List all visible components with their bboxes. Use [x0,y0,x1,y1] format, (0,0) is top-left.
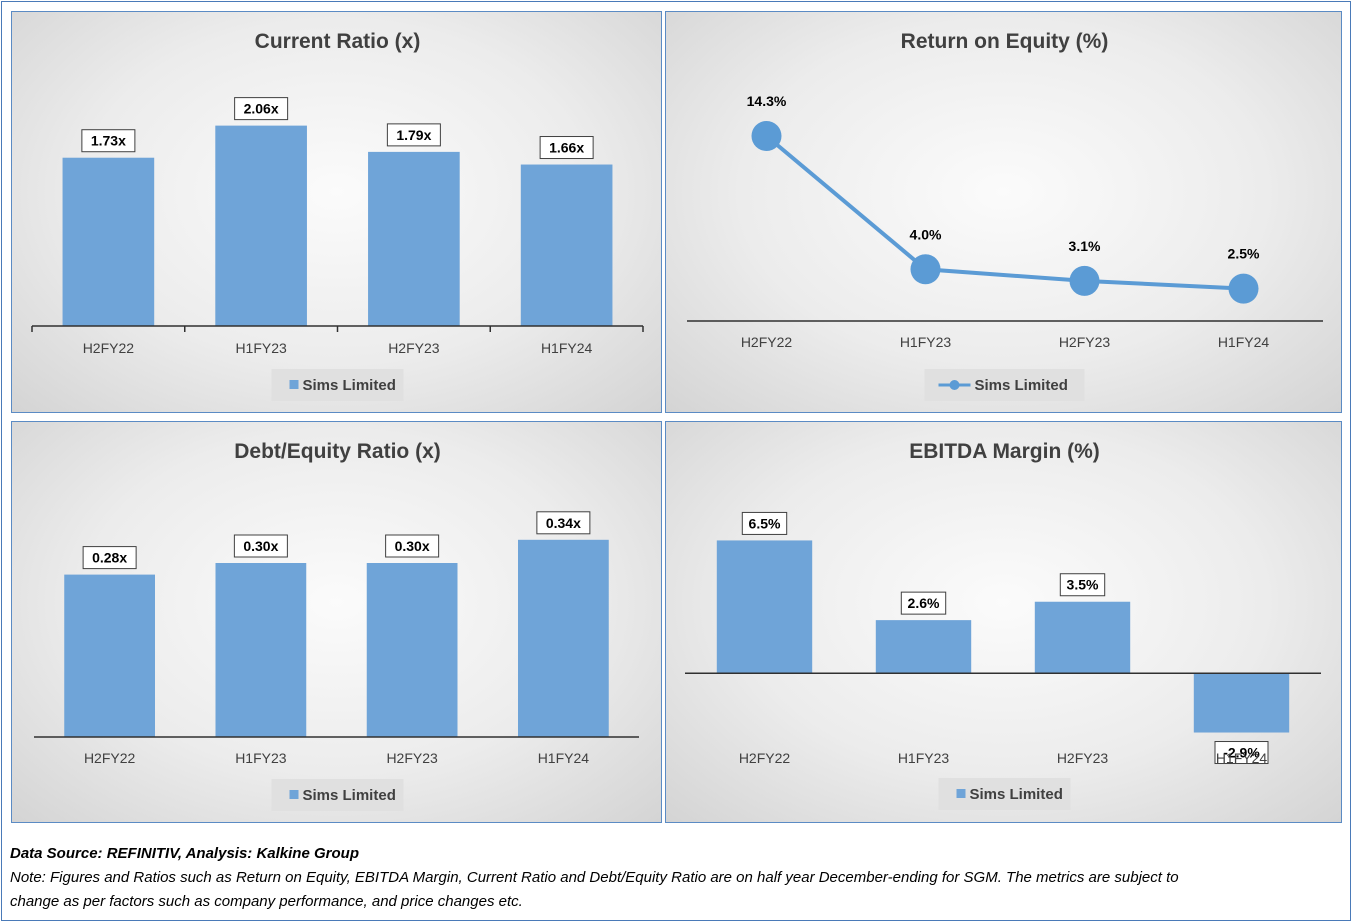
bar-h2fy23 [366,563,458,737]
series-line-sims-limited [765,134,1244,291]
data-label-h2fy23: 0.30x [395,538,430,554]
x-tick-label: H2FY22 [741,334,793,350]
data-label-h2fy22-box [81,129,136,153]
legend-label: Sims Limited [975,377,1068,394]
x-tick-label: H1FY23 [235,340,287,356]
bar-h2fy23 [1034,601,1131,674]
data-label-h2fy22: 0.28x [92,550,127,566]
data-label-h2fy22: 6.5% [749,515,781,531]
data-label-h2fy23-box [385,534,440,558]
footnote-text-1: Note: Figures and Ratios such as Return … [10,869,1179,886]
data-label-h1fy23: 0.30x [243,538,278,554]
data-label-h2fy22: 14.3% [747,93,787,109]
x-tick-label: H2FY22 [739,750,791,766]
point-h1fy23 [910,254,941,285]
x-tick-label: H2FY23 [386,750,438,766]
data-label-h2fy23: 3.5% [1067,577,1099,593]
footnote-line-1: Note: Figures and Ratios such as Return … [10,866,1179,890]
bar-h1fy24 [518,539,609,737]
data-label-h1fy23: 2.6% [908,595,940,611]
bar-h1fy24 [520,164,613,326]
x-tick-label: H1FY23 [900,334,952,350]
bar-h2fy22 [716,540,813,674]
return-on-equity-chart: Return on Equity (%) 14.3% H2FY22 4.0% H1FY2… [665,11,1342,413]
data-label-h1fy24: -2.9% [1223,745,1260,761]
data-label-h1fy23-box [233,534,288,558]
data-source: Data Source: REFINITIV, Analysis: Kalkin… [10,842,359,866]
x-tick-label: H1FY23 [898,750,950,766]
legend-label: Sims Limited [970,786,1063,803]
chart-title: Current Ratio (x) [255,30,421,53]
data-label-h2fy23: 1.79x [396,127,431,143]
x-tick-label: H1FY24 [1216,750,1268,766]
x-tick-label: H1FY24 [541,340,593,356]
legend-marker [949,380,960,390]
bar-h2fy23 [368,151,460,326]
current-ratio-chart: Current Ratio (x) 1.73x H2FY22 2.06x H1FY23 1… [11,11,662,413]
bar-h1fy23 [215,125,307,326]
data-label-h1fy24-box [539,136,594,160]
data-label-h1fy23: 2.06x [244,101,279,117]
debt-equity-svg: Debt/Equity Ratio (x) 0.28x H2FY22 0.30x H1F… [34,440,639,811]
bar-h1fy24 [1193,673,1290,733]
point-h2fy23 [1069,265,1100,296]
point-h2fy22 [751,120,782,151]
point-h1fy24 [1228,273,1259,304]
data-label-h1fy24: 1.66x [549,140,584,156]
legend-label: Sims Limited [303,787,396,804]
ebitda-margin-svg: EBITDA Margin (%) 6.5% H2FY22 2.6% H1FY23 3.5… [685,440,1321,810]
return-on-equity-svg: Return on Equity (%) 14.3% H2FY22 4.0% H1FY2… [687,30,1323,401]
data-label-h1fy23: 4.0% [910,226,942,242]
x-tick-label: H2FY22 [83,340,135,356]
data-source-text: Data Source: REFINITIV, Analysis: Kalkin… [10,845,359,862]
legend-swatch [289,790,299,799]
data-label-h2fy23: 3.1% [1069,238,1101,254]
data-label-h1fy24-box [1214,741,1269,765]
ebitda-margin-chart: EBITDA Margin (%) 6.5% H2FY22 2.6% H1FY23 3.5… [665,421,1342,823]
bar-h2fy22 [64,574,155,737]
legend-swatch [956,789,966,798]
data-label-h1fy24: 2.5% [1228,246,1260,262]
bar-h1fy23 [215,563,307,737]
x-tick-label: H1FY24 [538,750,590,766]
data-label-h2fy23-box [386,123,441,147]
data-label-h1fy24: 0.34x [546,515,581,531]
footnote-text-2: change as per factors such as company pe… [10,893,523,910]
data-label-h1fy24-box [536,511,591,535]
x-tick-label: H1FY24 [1218,334,1270,350]
bar-h2fy22 [62,157,155,326]
chart-title: Return on Equity (%) [901,30,1109,53]
data-label-h2fy22-box [82,546,137,570]
x-tick-label: H1FY23 [235,750,287,766]
x-tick-label: H2FY23 [388,340,440,356]
data-label-h2fy23-box [1059,573,1106,597]
x-tick-label: H2FY23 [1059,334,1111,350]
current-ratio-svg: Current Ratio (x) 1.73x H2FY22 2.06x H1FY23 1… [31,30,644,401]
x-tick-label: H2FY22 [84,750,136,766]
bar-h1fy23 [875,620,972,674]
footnote-line-2: change as per factors such as company pe… [10,890,523,914]
data-label-h2fy22-box [741,511,788,535]
data-label-h1fy23-box [234,97,289,121]
legend-label: Sims Limited [303,377,396,394]
debt-equity-chart: Debt/Equity Ratio (x) 0.28x H2FY22 0.30x H1F… [11,421,662,823]
x-tick-label: H2FY23 [1057,750,1109,766]
data-label-h2fy22: 1.73x [91,133,126,149]
legend-swatch [289,380,299,389]
chart-title: EBITDA Margin (%) [909,440,1100,463]
chart-title: Debt/Equity Ratio (x) [234,440,441,463]
data-label-h1fy23-box [900,591,947,615]
